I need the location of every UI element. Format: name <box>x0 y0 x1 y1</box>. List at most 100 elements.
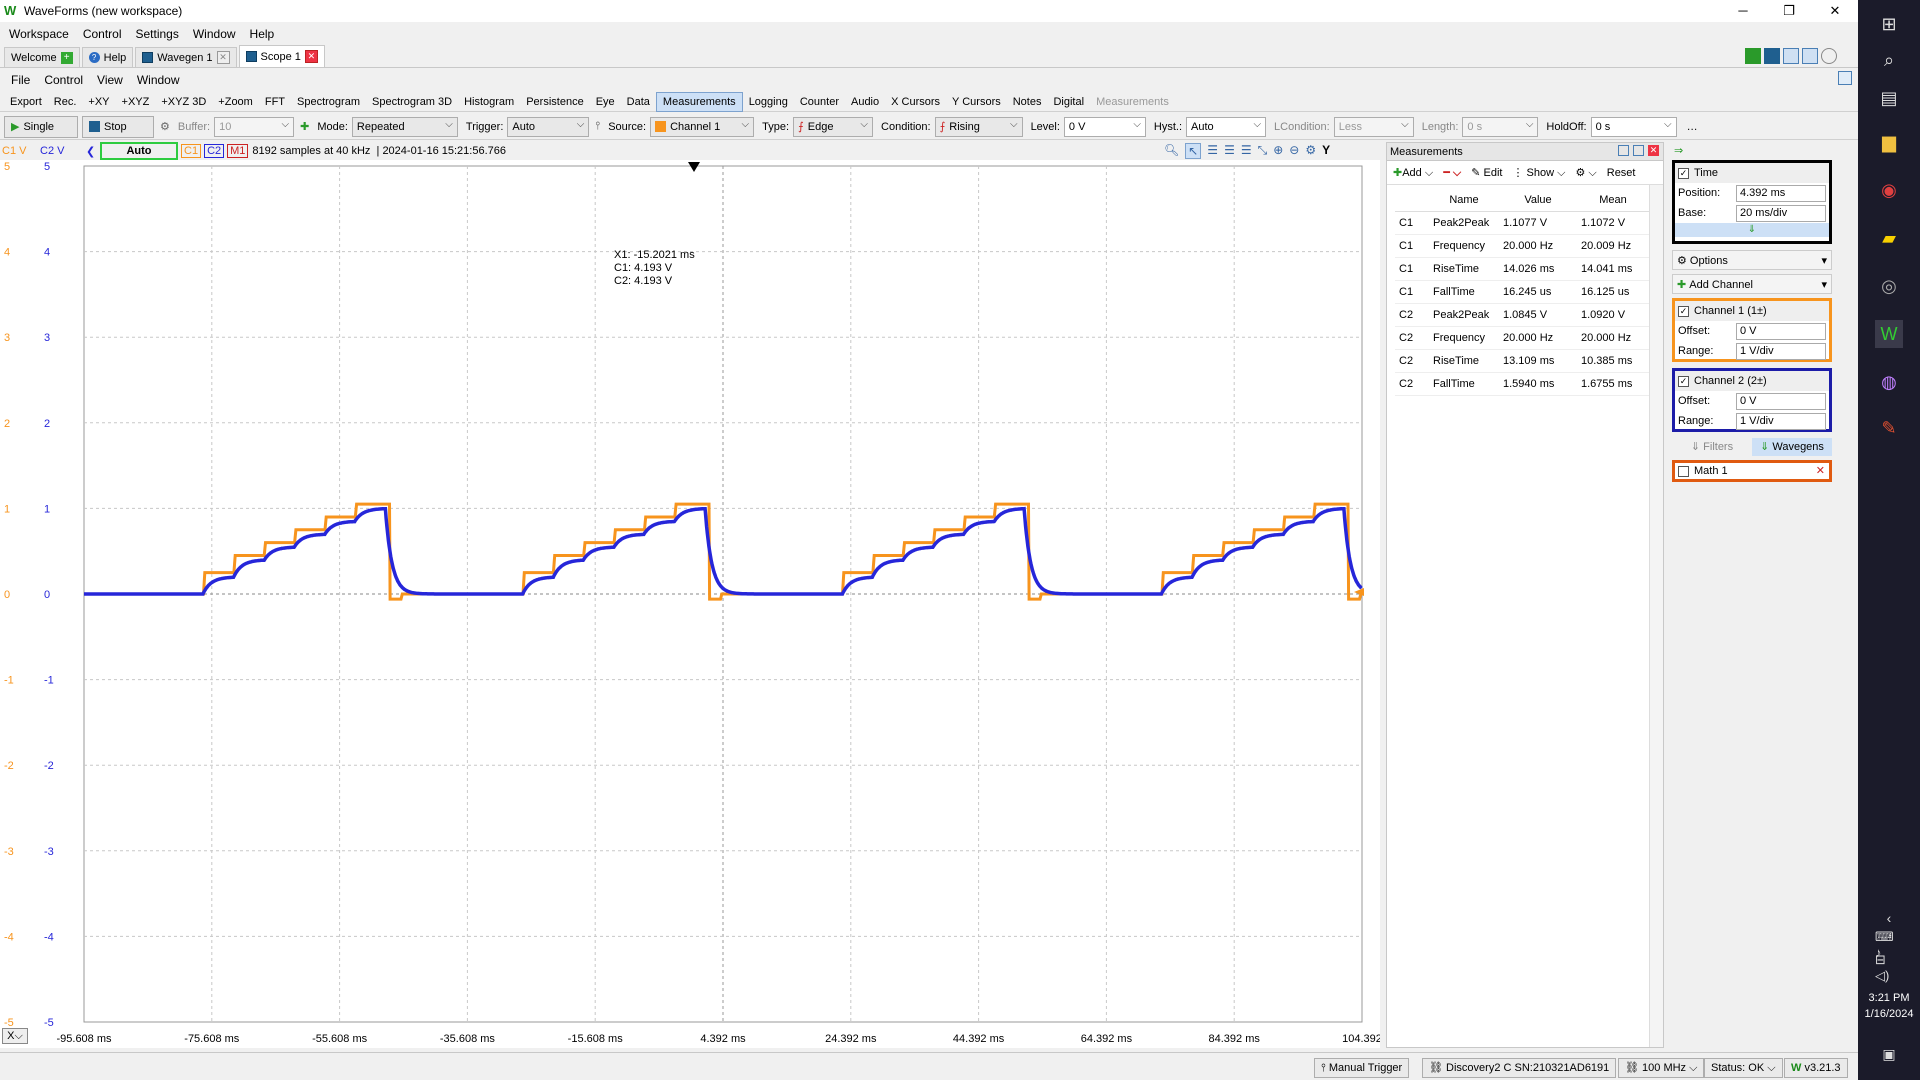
menu-file[interactable]: File <box>11 73 31 87</box>
btn-zoom[interactable]: +Zoom <box>218 95 253 108</box>
holdoff-input[interactable]: 0 s <box>1590 116 1677 137</box>
y-axis-icon[interactable]: Y <box>1322 143 1331 157</box>
clock-frequency-button[interactable]: ⛓ 100 MHz ⌵ <box>1618 1058 1705 1078</box>
buffer-input[interactable]: 10 <box>214 116 295 137</box>
reset-button[interactable]: Reset <box>1606 166 1636 179</box>
mode-select[interactable]: Repeated <box>351 116 458 137</box>
speaker-icon[interactable]: ⊟ ◁) <box>1875 952 1890 983</box>
btn-persistence[interactable]: Persistence <box>526 95 584 108</box>
wavegens-tab[interactable]: ⇓ Wavegens <box>1752 438 1832 456</box>
btn-xy[interactable]: +XY <box>88 95 110 108</box>
condition-select[interactable]: ⨍ Rising <box>934 116 1023 137</box>
close-button[interactable]: ✕ <box>1829 3 1841 18</box>
notifications-icon[interactable]: ▣ <box>1882 1045 1896 1062</box>
github-icon[interactable]: ◍ <box>1881 371 1897 392</box>
sticky-notes-icon[interactable]: ▰ <box>1882 227 1896 248</box>
trigger-level-marker[interactable] <box>1354 588 1364 596</box>
status-button[interactable]: Status: OK ⌵ <box>1704 1058 1783 1078</box>
zoom-in-icon[interactable]: ⊕ <box>1273 143 1284 157</box>
tray-icons[interactable]: ⌨ ♪ <box>1875 928 1894 960</box>
chevron-left-icon[interactable]: ❮ <box>86 145 96 158</box>
table-row[interactable]: C1 Peak2Peak 1.1077 V 1.1072 V <box>1395 211 1649 235</box>
channel2-checkbox[interactable]: ✓ <box>1678 375 1689 387</box>
single-button[interactable]: ▶ Single <box>4 115 78 138</box>
tab-scope[interactable]: Scope 1 ✕ <box>238 45 325 67</box>
time-checkbox[interactable]: ✓ <box>1678 167 1689 179</box>
run-all-icon[interactable] <box>1745 48 1761 64</box>
ch1-offset-input[interactable]: 0 V <box>1736 322 1826 340</box>
table-row[interactable]: C1 FallTime 16.245 us 16.125 us <box>1395 280 1649 304</box>
show-button[interactable]: ⋮ Show ⌵ <box>1512 166 1566 179</box>
menu-workspace[interactable]: Workspace <box>9 27 69 41</box>
filters-tab[interactable]: ⇓ Filters <box>1690 441 1734 453</box>
add-measurement-button[interactable]: ✚Add ⌵ <box>1393 166 1434 179</box>
btn-fft[interactable]: FFT <box>264 95 286 108</box>
minimize-button[interactable]: ─ <box>1738 3 1748 18</box>
restore-button[interactable]: ❐ <box>1783 3 1795 18</box>
math1-checkbox[interactable] <box>1678 465 1689 477</box>
trigger-icon[interactable]: ⫯ <box>595 120 601 132</box>
btn-histogram[interactable]: Histogram <box>464 95 515 108</box>
table-row[interactable]: C2 Peak2Peak 1.0845 V 1.0920 V <box>1395 303 1649 327</box>
more-icon[interactable]: … <box>1686 120 1698 133</box>
btn-logging[interactable]: Logging <box>748 95 788 108</box>
add-channel-button[interactable]: ✚ Add Channel ▾ <box>1672 274 1832 294</box>
c1-button[interactable]: C1 <box>181 144 202 158</box>
pointer-icon[interactable]: ↖ <box>1185 143 1202 159</box>
dock-icon[interactable] <box>1838 71 1852 85</box>
plus-icon[interactable]: + <box>60 51 73 64</box>
close-math-icon[interactable]: ✕ <box>1815 465 1825 477</box>
btn-rec[interactable]: Rec. <box>53 95 77 108</box>
menu-scope-control[interactable]: Control <box>44 73 84 87</box>
stop-button[interactable]: Stop <box>82 115 154 138</box>
app-icon-2[interactable]: ✎ <box>1881 417 1897 438</box>
align-right-icon[interactable]: ☰ <box>1240 143 1252 157</box>
windows-start-icon[interactable]: ⊞ <box>1881 13 1897 34</box>
edit-button[interactable]: ✎ Edit <box>1471 167 1503 179</box>
task-view-icon[interactable]: ▤ <box>1880 87 1898 108</box>
scope-plot[interactable]: 5 4 3 2 1 0 -1 -2 -3 -4 -5 5 4 3 2 1 0 -1 -2 -3 -4 -5 -95.60… <box>0 160 1380 1048</box>
x-axis-menu-button[interactable]: X⌵ <box>2 1028 28 1044</box>
options-button[interactable]: ⚙ Options ▾ <box>1672 250 1832 270</box>
zoom-out-icon[interactable]: ⊖ <box>1289 143 1300 157</box>
zoom-icon[interactable]: 🔍︎ <box>1164 143 1180 157</box>
trigger-position-marker[interactable] <box>688 162 700 172</box>
btn-data[interactable]: Data <box>626 95 650 108</box>
source-select[interactable]: Channel 1 <box>650 116 755 137</box>
btn-xyz3d[interactable]: +XYZ 3D <box>161 95 207 108</box>
remove-measurement-button[interactable]: ━ ⌵ <box>1443 166 1462 179</box>
btn-spectrogram3d[interactable]: Spectrogram 3D <box>372 95 453 108</box>
expand-arrow-icon[interactable]: ⇒ <box>1674 145 1684 157</box>
ch2-range-select[interactable]: 1 V/div <box>1736 412 1826 430</box>
menu-view[interactable]: View <box>97 73 123 87</box>
menu-window[interactable]: Window <box>192 27 236 41</box>
level-input[interactable]: 0 V <box>1063 116 1146 137</box>
btn-counter[interactable]: Counter <box>799 95 839 108</box>
menu-control[interactable]: Control <box>82 27 122 41</box>
layout-icon[interactable] <box>1783 48 1799 64</box>
btn-xyz[interactable]: +XYZ <box>121 95 150 108</box>
table-row[interactable]: C1 Frequency 20.000 Hz 20.009 Hz <box>1395 234 1649 258</box>
layout-icon[interactable] <box>1802 48 1818 64</box>
add-icon[interactable]: ✚ <box>300 121 310 133</box>
maximize-icon[interactable] <box>1633 145 1644 156</box>
settings-icon[interactable]: ⚙ ⌵ <box>1575 166 1597 179</box>
table-row[interactable]: C2 FallTime 1.5940 ms 1.6755 ms <box>1395 372 1649 396</box>
hyst-input[interactable]: Auto <box>1186 116 1267 137</box>
btn-digital[interactable]: Digital <box>1053 95 1085 108</box>
gear-icon[interactable]: ⚙ <box>160 121 170 133</box>
menu-help[interactable]: Help <box>249 27 275 41</box>
btn-export[interactable]: Export <box>10 95 42 108</box>
btn-notes[interactable]: Notes <box>1012 95 1042 108</box>
position-input[interactable]: 4.392 ms <box>1736 184 1826 202</box>
device-button[interactable]: ⛓ Discovery2 C SN:210321AD6191 <box>1422 1058 1617 1078</box>
align-left-icon[interactable]: ☰ <box>1207 143 1219 157</box>
waveforms-taskbar-icon[interactable]: W <box>1875 320 1903 348</box>
btn-audio[interactable]: Audio <box>850 95 880 108</box>
btn-y-cursors[interactable]: Y Cursors <box>952 95 1001 108</box>
table-row[interactable]: C2 Frequency 20.000 Hz 20.000 Hz <box>1395 326 1649 350</box>
measurements-scrollbar[interactable] <box>1649 185 1663 1047</box>
trigger-select[interactable]: Auto <box>507 116 590 137</box>
c2-button[interactable]: C2 <box>204 144 225 158</box>
table-row[interactable]: C2 RiseTime 13.109 ms 10.385 ms <box>1395 349 1649 373</box>
